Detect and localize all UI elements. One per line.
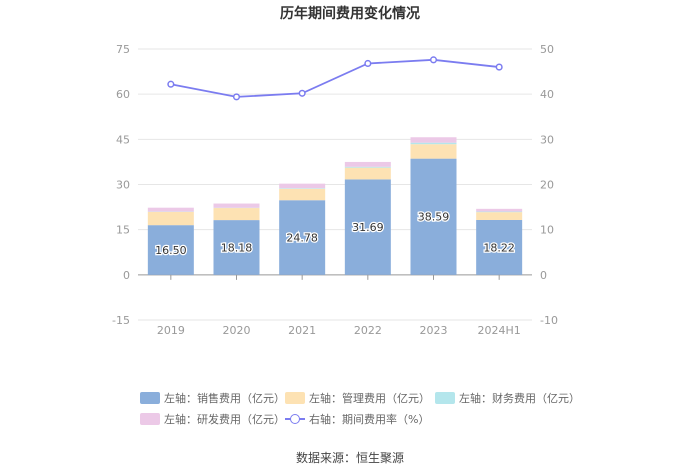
x-axis-tick-label: 2019	[157, 324, 185, 337]
legend-item-admin[interactable]: 左轴：管理费用（亿元）	[285, 390, 435, 406]
bar-segment	[147, 207, 194, 212]
expense-rate-point	[429, 56, 438, 64]
bar-segment	[476, 211, 523, 213]
right-axis-tick-label: 30	[540, 133, 554, 146]
bar-segment	[279, 200, 326, 275]
legend-item-rd[interactable]: 左轴：研发费用（亿元）	[140, 411, 285, 427]
legend-item-finance[interactable]: 左轴：财务费用（亿元）	[435, 390, 580, 406]
bar-segment	[279, 188, 326, 189]
chart-title: 历年期间费用变化情况	[280, 5, 420, 22]
right-axis-tick-label: 10	[540, 224, 554, 237]
bar-segment	[410, 158, 457, 275]
legend-label-admin: 左轴：管理费用（亿元）	[309, 392, 430, 405]
left-axis-tick-label: -15	[112, 314, 130, 327]
bar-segment	[410, 137, 457, 143]
bar-segment	[279, 188, 326, 201]
x-axis-tick-label: 2020	[223, 324, 251, 337]
bar-segment	[344, 161, 391, 167]
legend-item-expense-rate[interactable]: 右轴：期间费用率（%）	[285, 411, 435, 427]
bar-segment	[213, 208, 260, 221]
bar-value-label: 16.50	[155, 244, 187, 257]
bar-segment	[476, 219, 523, 275]
left-axis-tick-label: 15	[116, 224, 130, 237]
bar-value-label: 18.18	[221, 241, 253, 254]
bar-value-label: 24.78	[286, 232, 318, 245]
legend-swatch-sales	[140, 392, 160, 404]
expense-rate-point	[167, 80, 175, 88]
right-axis-tick-label: 20	[540, 179, 554, 192]
bar-value-label: 18.22	[483, 241, 515, 254]
expense-rate-point	[298, 89, 306, 97]
left-axis-tick-label: 60	[116, 88, 130, 101]
right-axis-tick-label: 40	[540, 88, 554, 101]
left-axis-tick-label: 75	[116, 43, 130, 56]
bar-segment	[147, 225, 194, 275]
bar-segment	[344, 167, 391, 180]
legend-swatch-rd	[140, 413, 160, 425]
left-axis-tick-label: 30	[116, 179, 130, 192]
bar-segment	[147, 211, 194, 226]
bar-segment	[213, 203, 260, 208]
expense-rate-line	[170, 58, 500, 98]
bar-segment	[410, 142, 457, 145]
legend: 左轴：销售费用（亿元） 左轴：管理费用（亿元） 左轴：财务费用（亿元） 左轴：研…	[140, 388, 600, 430]
expense-rate-point	[495, 63, 503, 71]
x-axis-tick-label: 2022	[354, 324, 382, 337]
x-axis-tick-label: 2023	[420, 324, 448, 337]
legend-label-expense-rate: 右轴：期间费用率（%）	[309, 413, 430, 426]
bar-segment	[476, 208, 523, 212]
legend-label-rd: 左轴：研发费用（亿元）	[164, 413, 285, 426]
right-axis-tick-label: 0	[540, 269, 547, 282]
expense-rate-point	[232, 93, 241, 101]
right-axis-tick-label: 50	[540, 43, 554, 56]
bar-segment	[344, 179, 391, 275]
bar-segment	[344, 166, 391, 168]
legend-swatch-admin	[285, 392, 305, 404]
legend-label-sales: 左轴：销售费用（亿元）	[164, 392, 285, 405]
left-axis-tick-label: 45	[116, 133, 130, 146]
bar-value-label: 38.59	[418, 211, 450, 224]
x-axis-tick-label: 2021	[288, 324, 316, 337]
bar-value-label: 31.69	[352, 221, 384, 234]
bar-segment	[410, 144, 457, 159]
right-axis-tick-label: -10	[540, 314, 558, 327]
x-axis-tick-label: 2024H1	[478, 324, 521, 337]
legend-line-marker-icon	[285, 413, 305, 425]
expense-rate-point	[364, 59, 372, 68]
bar-segment	[279, 183, 326, 189]
bar-segment	[476, 212, 523, 220]
data-source: 数据来源：恒生聚源	[295, 451, 404, 465]
left-axis-tick-label: 0	[123, 269, 130, 282]
bar-segment	[213, 220, 260, 275]
legend-item-sales[interactable]: 左轴：销售费用（亿元）	[140, 390, 285, 406]
legend-label-finance: 左轴：财务费用（亿元）	[459, 392, 580, 405]
legend-swatch-finance	[435, 392, 455, 404]
